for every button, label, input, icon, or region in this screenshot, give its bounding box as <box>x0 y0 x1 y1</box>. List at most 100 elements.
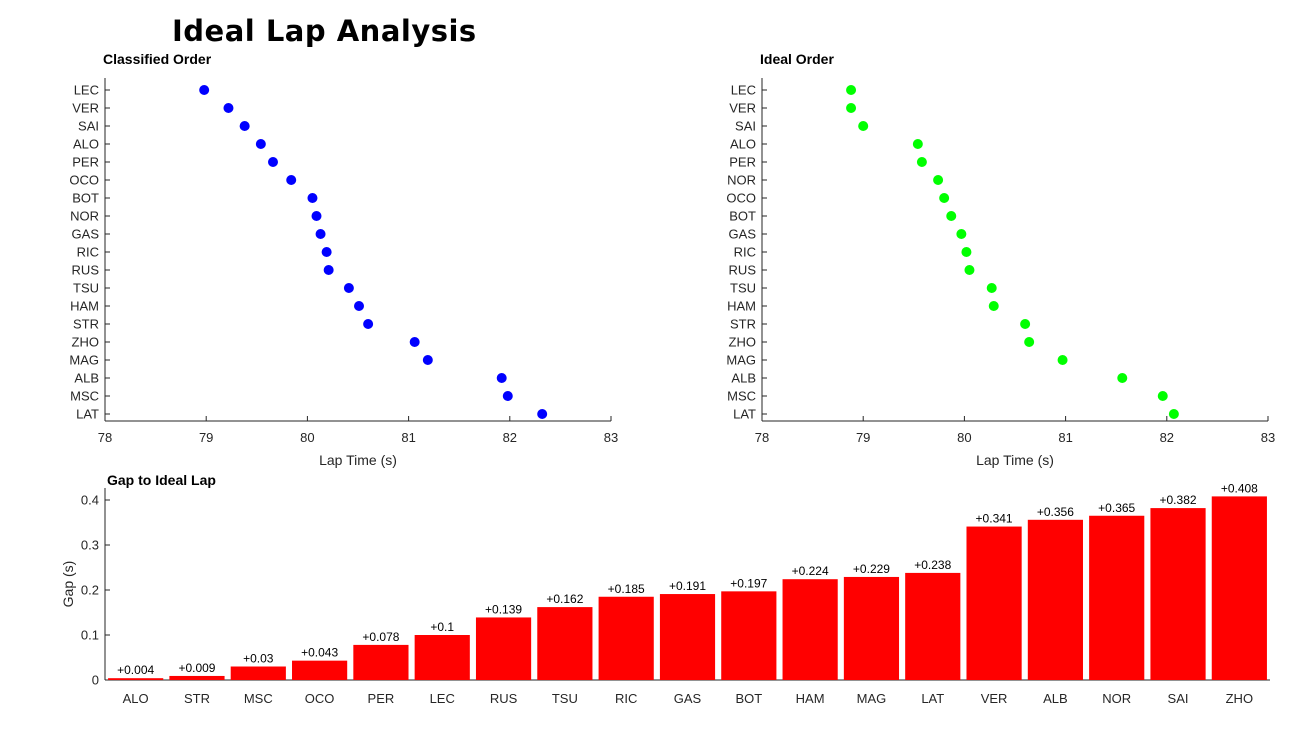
gap-bar-label: +0.078 <box>362 630 399 644</box>
gap-bar <box>231 667 286 681</box>
classified-point <box>316 229 326 239</box>
ideal-point <box>1117 373 1127 383</box>
gap-bar-label: +0.009 <box>178 661 215 675</box>
gap-xtick-label: MAG <box>857 691 887 706</box>
gap-bar-label: +0.341 <box>976 512 1013 526</box>
ideal-point <box>1169 409 1179 419</box>
ideal-ytick-label: RIC <box>734 245 756 260</box>
classified-point <box>344 283 354 293</box>
ideal-ytick-label: ZHO <box>729 335 756 350</box>
gap-bar-label: +0.191 <box>669 579 706 593</box>
ideal-point <box>939 193 949 203</box>
classified-point <box>423 355 433 365</box>
gap-bar <box>1089 516 1144 680</box>
gap-bar <box>292 661 347 680</box>
classified-point <box>503 391 513 401</box>
ideal-ytick-label: BOT <box>729 209 756 224</box>
classified-ytick-label: OCO <box>69 173 99 188</box>
charts-canvas: Classified Order78 79 80 81 82 83Lap Time (s)… <box>0 0 1316 740</box>
classified-ytick-label: RIC <box>77 245 99 260</box>
ideal-ytick-label: NOR <box>727 173 756 188</box>
gap-bar <box>905 573 960 680</box>
ideal-ytick-label: HAM <box>727 299 756 314</box>
classified-point <box>497 373 507 383</box>
ideal-point <box>1020 319 1030 329</box>
ideal-point <box>956 229 966 239</box>
classified-ytick-label: PER <box>72 155 99 170</box>
gap-bar <box>721 591 776 680</box>
gap-bar <box>599 597 654 680</box>
ideal-xtick-label: 82 <box>1160 430 1174 445</box>
gap-xtick-label: TSU <box>552 691 578 706</box>
gap-bar-label: +0.162 <box>546 592 583 606</box>
gap-bar <box>844 577 899 680</box>
ideal-ytick-label: LAT <box>733 407 756 422</box>
ideal-point <box>961 247 971 257</box>
classified-point <box>268 157 278 167</box>
ideal-point <box>964 265 974 275</box>
gap-bar-label: +0.004 <box>117 663 154 677</box>
gap-xtick-label: LEC <box>430 691 455 706</box>
gap-xtick-label: SAI <box>1168 691 1189 706</box>
gap-bar <box>353 645 408 680</box>
gap-bar-label: +0.365 <box>1098 501 1135 515</box>
ideal-point <box>846 85 856 95</box>
ideal-point <box>1158 391 1168 401</box>
ideal-xtick-label: 78 <box>755 430 769 445</box>
gap-ytick-label: 0 <box>92 673 99 688</box>
gap-xtick-label: BOT <box>735 691 762 706</box>
classified-title: Classified Order <box>103 51 212 67</box>
classified-xlabel: Lap Time (s) <box>319 452 397 468</box>
gap-xtick-label: MSC <box>244 691 273 706</box>
gap-ytick-label: 0.2 <box>81 583 99 598</box>
ideal-point <box>917 157 927 167</box>
gap-bar-label: +0.043 <box>301 646 338 660</box>
classified-ytick-label: LEC <box>74 83 99 98</box>
classified-point <box>199 85 209 95</box>
gap-xtick-label: HAM <box>796 691 825 706</box>
ideal-ytick-label: PER <box>729 155 756 170</box>
classified-ytick-label: VER <box>72 101 99 116</box>
gap-xtick-label: LAT <box>921 691 944 706</box>
ideal-xlabel: Lap Time (s) <box>976 452 1054 468</box>
classified-ytick-label: RUS <box>72 263 100 278</box>
ideal-ytick-label: OCO <box>726 191 756 206</box>
ideal-xtick-label: 81 <box>1058 430 1072 445</box>
gap-bar-label: +0.408 <box>1221 481 1258 495</box>
gap-bar-label: +0.03 <box>243 652 274 666</box>
ideal-xtick-label: 80 <box>957 430 971 445</box>
classified-point <box>256 139 266 149</box>
gap-bar <box>537 607 592 680</box>
ideal-point <box>846 103 856 113</box>
ideal-xtick-label: 79 <box>856 430 870 445</box>
classified-point <box>322 247 332 257</box>
gap-bar <box>415 635 470 680</box>
gap-bar <box>1150 508 1205 680</box>
classified-point <box>363 319 373 329</box>
gap-ytick-label: 0.4 <box>81 493 99 508</box>
gap-ytick-label: 0.3 <box>81 538 99 553</box>
classified-ytick-label: TSU <box>73 281 99 296</box>
classified-point <box>354 301 364 311</box>
ideal-ytick-label: ALO <box>730 137 756 152</box>
classified-xtick-label: 82 <box>503 430 517 445</box>
gap-xtick-label: OCO <box>305 691 335 706</box>
classified-point <box>223 103 233 113</box>
classified-point <box>307 193 317 203</box>
classified-ytick-label: LAT <box>76 407 99 422</box>
classified-ytick-label: HAM <box>70 299 99 314</box>
classified-point <box>286 175 296 185</box>
gap-bar <box>476 617 531 680</box>
classified-xtick-label: 78 <box>98 430 112 445</box>
gap-xtick-label: PER <box>368 691 395 706</box>
classified-ytick-label: GAS <box>72 227 100 242</box>
classified-point <box>410 337 420 347</box>
ideal-ytick-label: STR <box>730 317 756 332</box>
ideal-ytick-label: VER <box>729 101 756 116</box>
gap-bar <box>783 579 838 680</box>
ideal-ytick-label: SAI <box>735 119 756 134</box>
gap-xtick-label: RIC <box>615 691 637 706</box>
gap-ytick-label: 0.1 <box>81 628 99 643</box>
gap-bar-label: +0.139 <box>485 602 522 616</box>
gap-bar-label: +0.197 <box>730 576 767 590</box>
